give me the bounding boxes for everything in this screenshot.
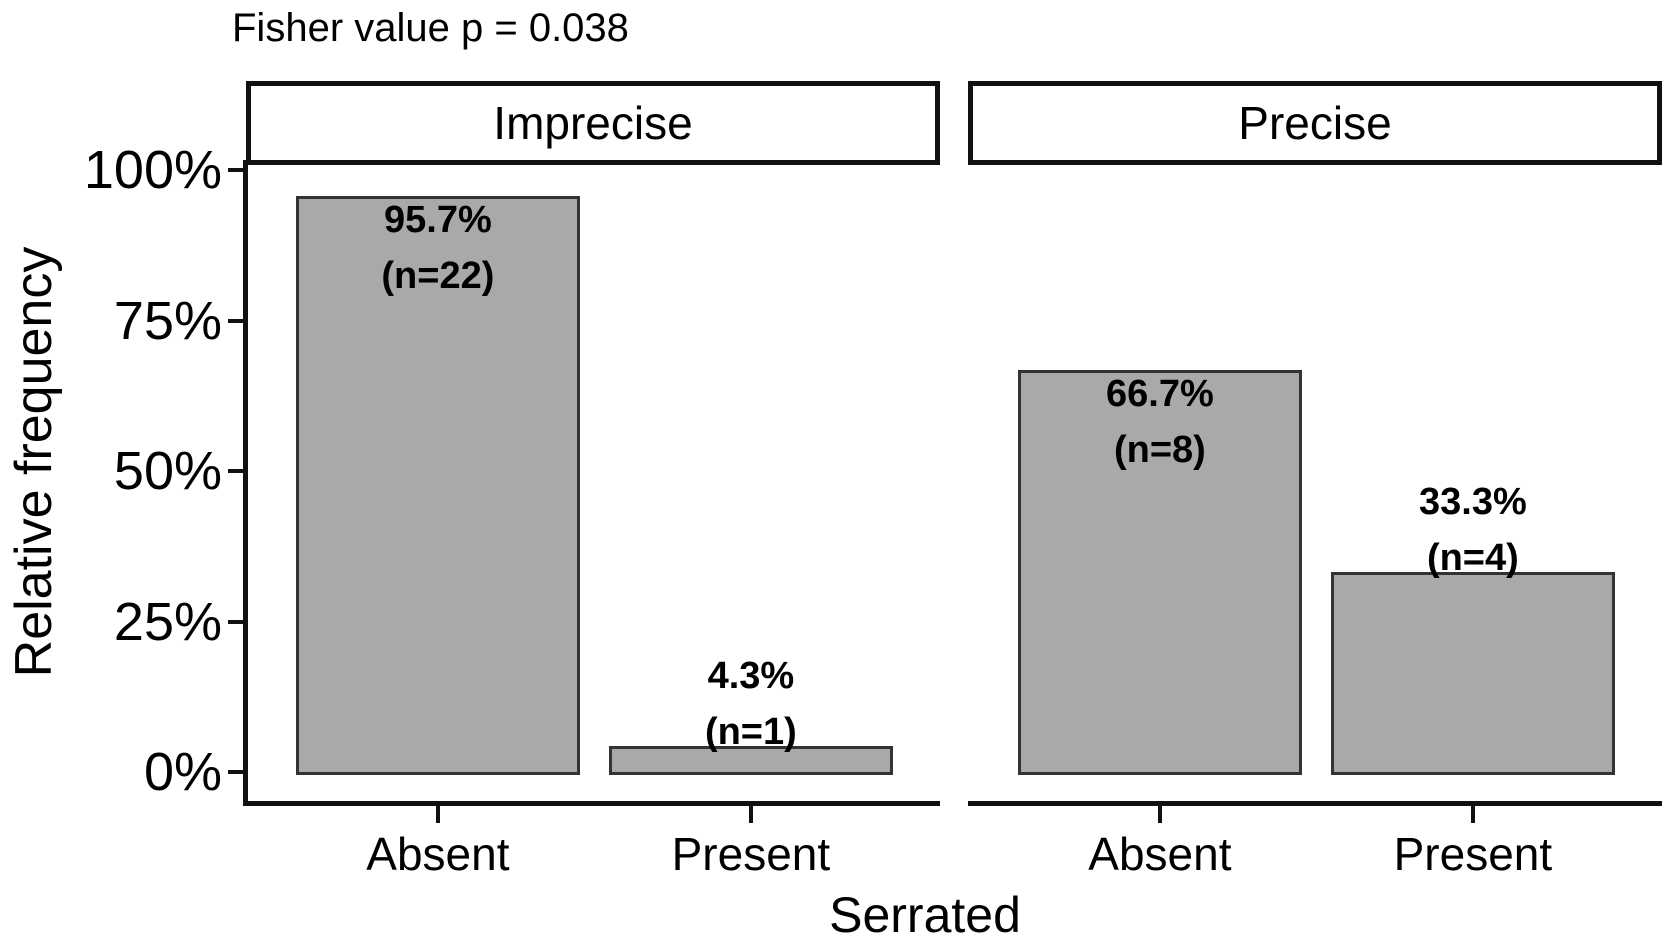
y-tick [228,770,243,774]
y-tick [228,469,243,473]
facet-strip-label: Imprecise [493,97,693,149]
bar-precise-absent [1017,370,1302,775]
bar-imprecise-absent [295,195,580,775]
y-axis-line [243,160,248,806]
facet-strip-imprecise: Imprecise [246,81,940,165]
bar-value-label: 33.3% [1419,480,1527,523]
y-tick [228,619,243,624]
x-tick-label: Present [671,828,831,880]
y-tick [228,168,243,172]
bar-imprecise-present [608,746,893,775]
bar-value-label: 4.3% [707,655,795,698]
bar-precise-present [1330,571,1615,775]
bar-label-block: 4.3% (n=1) [601,648,901,760]
bar-value-label: 95.7% [384,198,492,241]
facet-strip-label: Precise [1238,97,1392,149]
y-tick-label: 100% [83,140,222,200]
bar-label-block: 33.3% (n=4) [1323,474,1623,586]
bar-label-block: 95.7% (n=22) [288,192,588,304]
x-tick-label: Absent [366,828,510,880]
bar-label-block: 66.7% (n=8) [1010,366,1310,478]
bar-n-label: (n=1) [704,711,797,754]
x-tick [748,806,753,823]
bar-n-label: (n=4) [1426,536,1519,579]
x-tick-label: Present [1393,828,1553,880]
x-tick-label: Absent [1088,828,1232,880]
y-axis-title: Relative frequency [5,246,63,678]
bar-value-label: 66.7% [1106,373,1214,416]
y-tick [228,318,243,323]
facet-strip-precise: Precise [968,81,1662,165]
x-axis-line-left-panel [243,801,940,806]
y-tick-label: 25% [113,591,222,652]
y-tick-label: 0% [143,742,222,802]
x-tick [1470,806,1475,823]
x-axis-title: Serrated [829,887,1021,943]
y-tick-label: 75% [113,290,222,351]
x-tick [435,806,440,823]
bar-n-label: (n=8) [1113,429,1206,472]
bar-n-label: (n=22) [381,254,495,297]
chart-title: Fisher value p = 0.038 [232,6,629,50]
x-axis-line-right-panel [968,801,1662,806]
y-tick-label: 50% [113,441,222,501]
x-tick [1157,806,1162,823]
